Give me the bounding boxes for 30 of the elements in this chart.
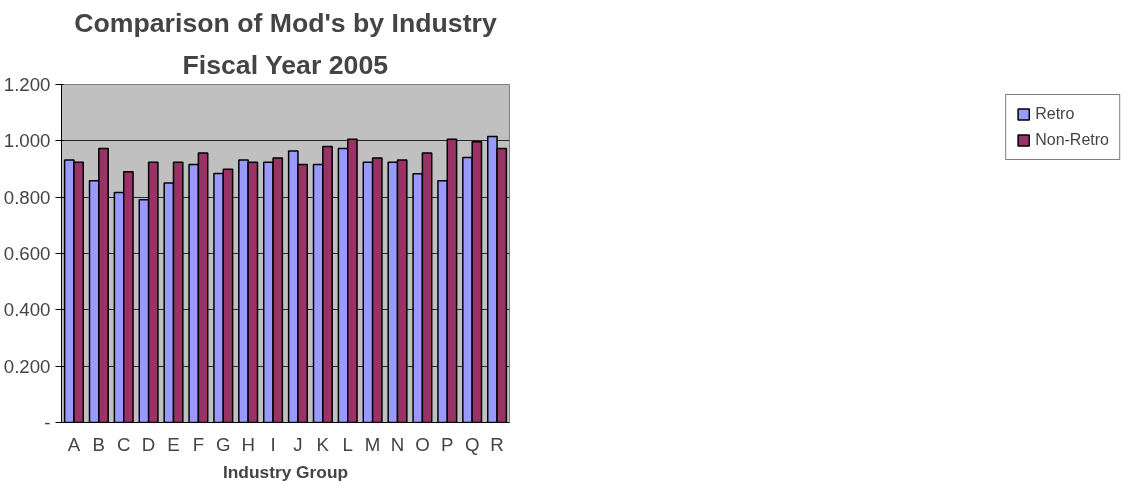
y-tick-label: 1.200 xyxy=(3,74,51,95)
x-tick-label: B xyxy=(92,433,106,455)
x-tick-label: N xyxy=(390,433,405,455)
x-tick-label: L xyxy=(342,433,353,455)
x-tick-label: R xyxy=(490,433,504,455)
legend-label: Retro xyxy=(1035,105,1075,123)
chart-subtitle: Fiscal Year 2005 xyxy=(182,49,389,80)
x-tick-label: F xyxy=(192,433,205,455)
x-tick-label: H xyxy=(241,433,255,455)
legend-label: Non-Retro xyxy=(1035,131,1109,149)
x-tick-label: M xyxy=(364,433,381,455)
y-tick-label: 0.200 xyxy=(3,355,51,377)
x-tick-label: E xyxy=(167,433,180,455)
y-tick-label: 0.400 xyxy=(3,299,51,321)
chart-title: Comparison of Mod's by Industry xyxy=(74,7,497,38)
x-tick-label: D xyxy=(141,433,156,455)
x-tick-label: J xyxy=(293,433,303,455)
y-tick-label: - xyxy=(44,412,51,433)
x-tick-label: G xyxy=(216,433,231,455)
x-tick-label: K xyxy=(316,433,330,455)
y-tick-label: 0.600 xyxy=(3,243,51,264)
x-tick-label: P xyxy=(441,433,454,455)
x-tick-label: C xyxy=(116,433,131,455)
x-tick-label: O xyxy=(415,433,430,455)
x-tick-label: A xyxy=(67,433,81,455)
x-tick-label: Q xyxy=(464,433,480,455)
y-tick-label: 0.800 xyxy=(3,186,51,208)
x-axis-title: Industry Group xyxy=(222,461,349,482)
y-tick-label: 1.000 xyxy=(3,130,51,152)
x-tick-label: I xyxy=(270,433,276,455)
